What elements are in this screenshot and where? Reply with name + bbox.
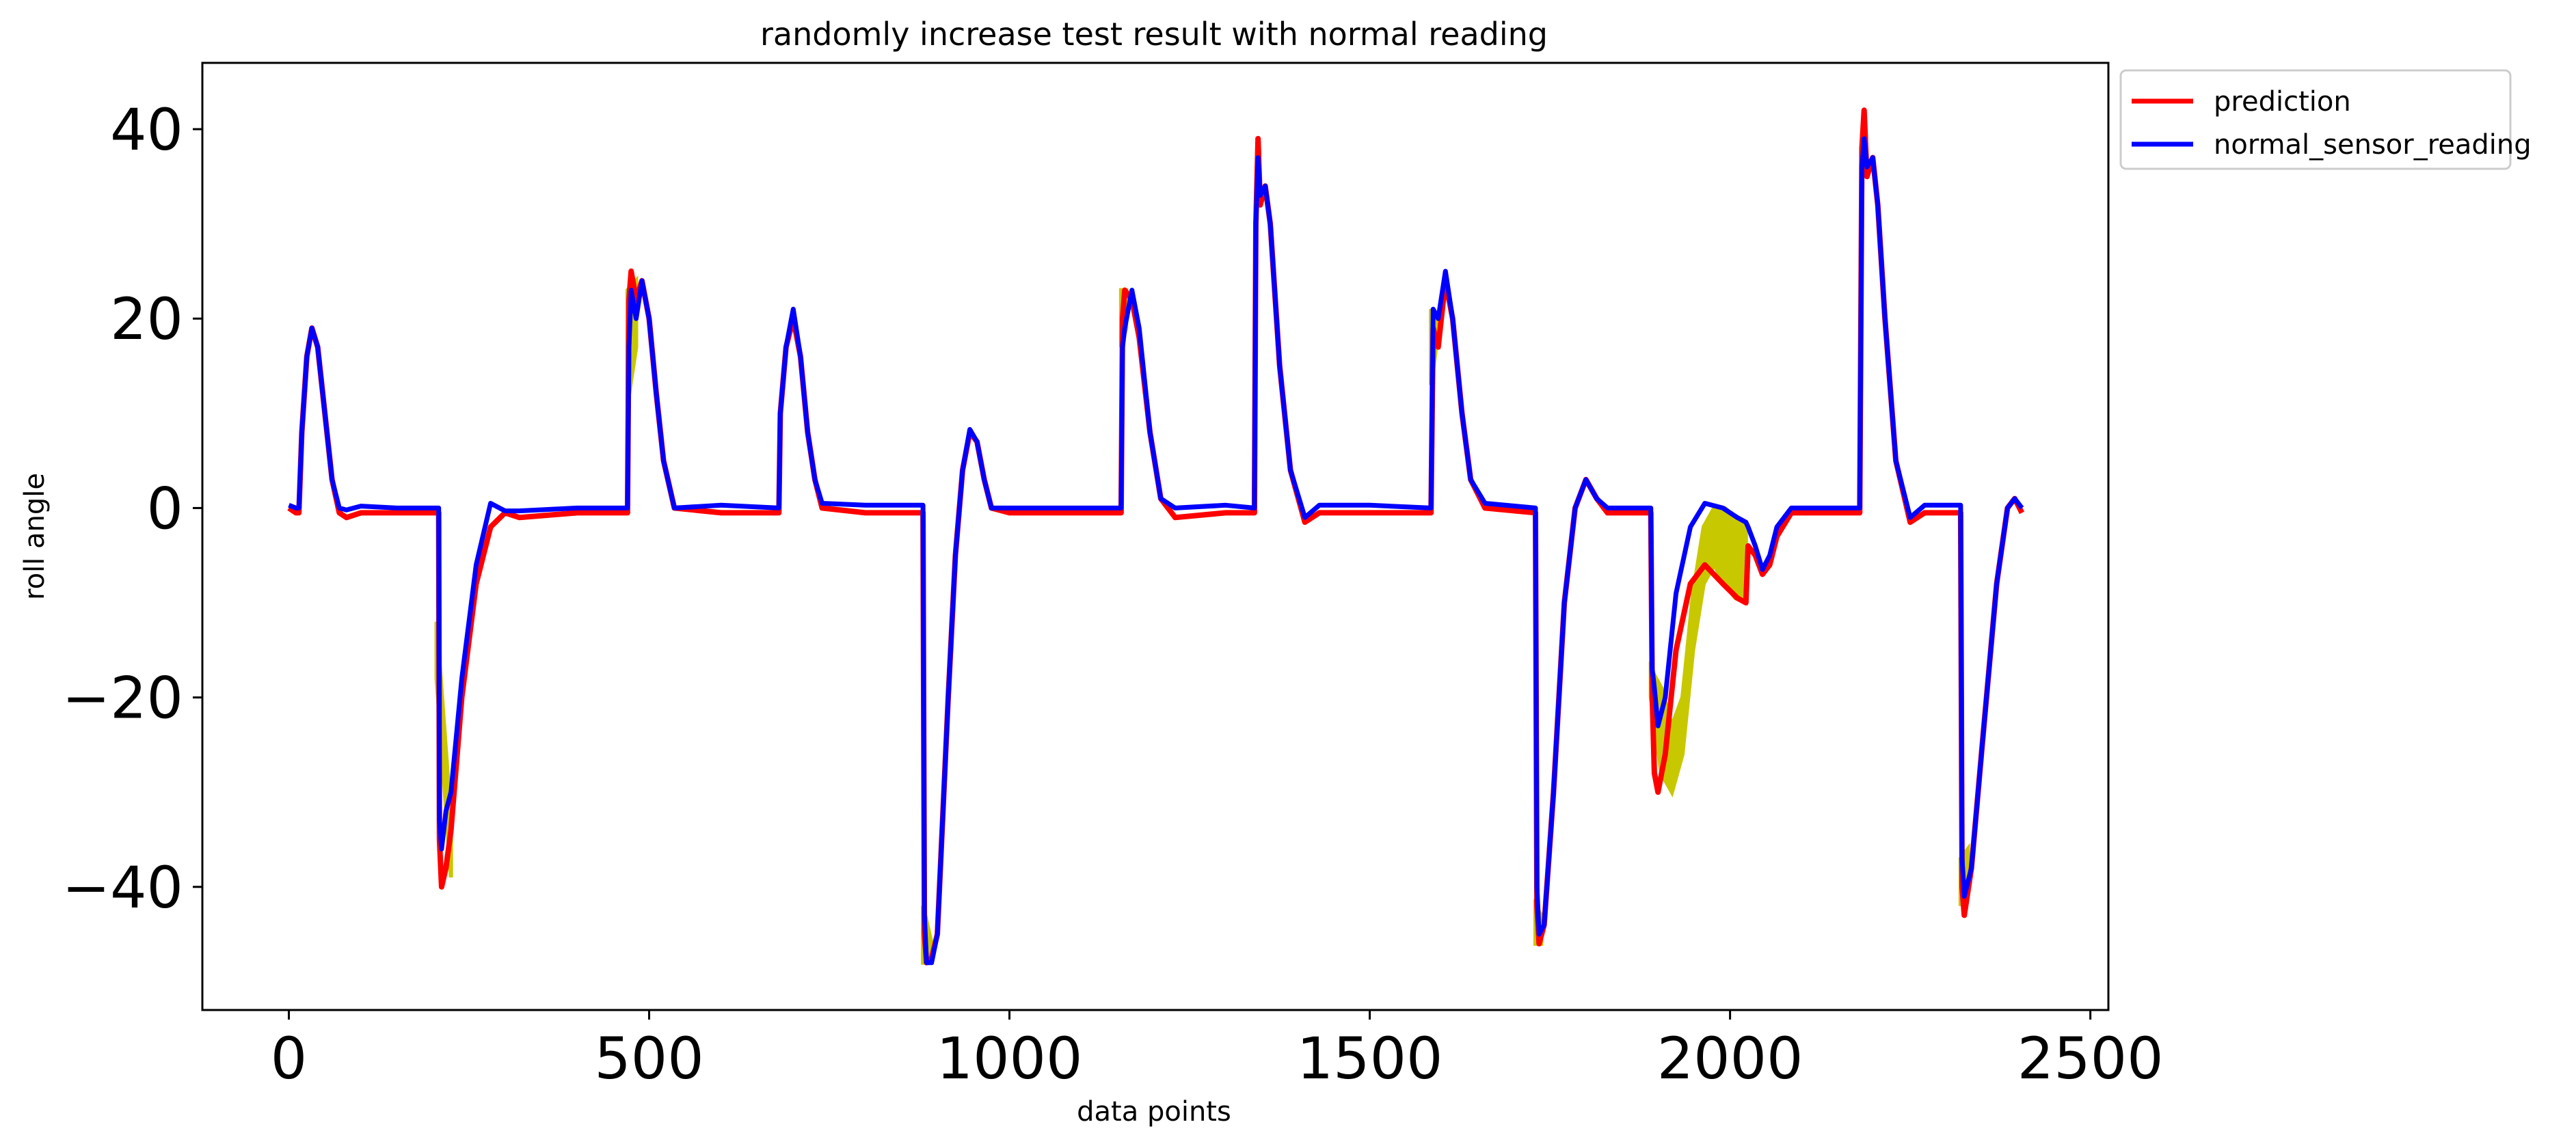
x-tick-label: 2500 xyxy=(2017,1025,2164,1092)
legend: prediction normal_sensor_reading xyxy=(2119,69,2532,170)
y-tick-label: 20 xyxy=(110,286,183,353)
x-tick-label: 0 xyxy=(271,1025,307,1092)
y-tick-label: −40 xyxy=(62,854,183,921)
x-tick-label: 2000 xyxy=(1657,1025,1803,1092)
y-tick-label: 40 xyxy=(110,96,183,163)
plot-area xyxy=(287,107,2025,966)
legend-label-prediction: prediction xyxy=(2214,86,2351,118)
x-tick-label: 1000 xyxy=(937,1025,1083,1092)
legend-box xyxy=(2119,69,2512,170)
legend-label-normal-sensor-reading: normal_sensor_reading xyxy=(2214,129,2532,161)
series-line-normal-sensor-reading xyxy=(288,136,2024,966)
series-line-prediction xyxy=(287,107,2025,966)
x-tick-label: 500 xyxy=(594,1025,703,1092)
y-axis-label: roll angle xyxy=(19,473,51,600)
y-tick-label: 0 xyxy=(147,475,183,542)
chart-title: randomly increase test result with norma… xyxy=(760,16,1548,53)
x-axis-ticks: 0 500 1000 1500 2000 2500 xyxy=(271,1010,2164,1092)
x-tick-label: 1500 xyxy=(1297,1025,1443,1092)
plot-frame xyxy=(201,62,2110,1011)
y-tick-label: −20 xyxy=(62,665,183,732)
y-axis-ticks: 40 20 0 −20 −40 xyxy=(62,96,202,921)
x-axis-label: data points xyxy=(1077,1096,1231,1128)
